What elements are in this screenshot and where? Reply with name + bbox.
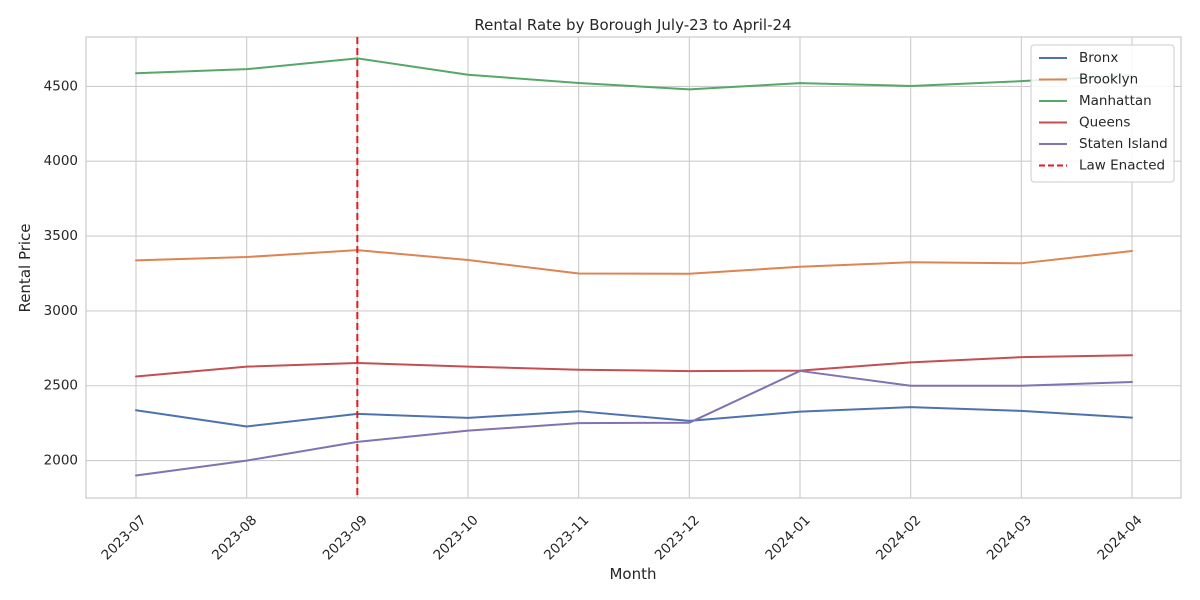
legend-label: Brooklyn [1079, 72, 1138, 88]
y-tick-label: 4500 [44, 78, 78, 94]
x-tick-label: 2024-01 [762, 512, 813, 563]
series-line-staten-island [135, 369, 1133, 477]
series-line-queens [135, 354, 1133, 378]
x-tick-labels: 2023-07 2023-08 2023-09 2023-10 2023-11 2023-… [98, 512, 1145, 563]
y-tick-label: 3500 [44, 228, 78, 244]
legend-label: Queens [1079, 115, 1130, 131]
legend-label: Manhattan [1079, 93, 1152, 109]
x-tick-label: 2023-11 [541, 512, 592, 563]
legend-label: Staten Island [1079, 136, 1168, 152]
y-tick-label: 4000 [44, 153, 78, 169]
y-tick-label: 2500 [44, 378, 78, 394]
y-axis-label: Rental Price [16, 223, 34, 312]
x-tick-label: 2023-08 [209, 512, 260, 563]
x-axis-label: Month [609, 565, 656, 583]
x-tick-label: 2024-03 [984, 512, 1035, 563]
plot-frame [85, 36, 1182, 499]
y-tick-label: 2000 [44, 453, 78, 469]
x-tick-label: 2023-09 [320, 512, 371, 563]
y-tick-labels: 2000 2500 3000 3500 4000 4500 [44, 78, 78, 468]
series-line-bronx [135, 406, 1133, 428]
x-tick-label: 2024-04 [1094, 512, 1145, 563]
x-tick-label: 2023-10 [430, 512, 481, 563]
x-tick-label: 2024-02 [873, 512, 924, 563]
chart-title: Rental Rate by Borough July-23 to April-… [474, 16, 791, 34]
legend-label: Law Enacted [1079, 158, 1165, 174]
legend-label: Bronx [1079, 50, 1118, 66]
legend: Bronx Brooklyn Manhattan Queens Staten Islan… [1030, 44, 1175, 183]
series-line-manhattan [135, 57, 1133, 91]
x-tick-label: 2023-07 [98, 512, 149, 563]
y-tick-label: 3000 [44, 303, 78, 319]
series-layer [135, 57, 1133, 477]
grid-layer [86, 37, 1181, 498]
series-line-brooklyn [135, 249, 1133, 275]
x-tick-label: 2023-12 [652, 512, 703, 563]
